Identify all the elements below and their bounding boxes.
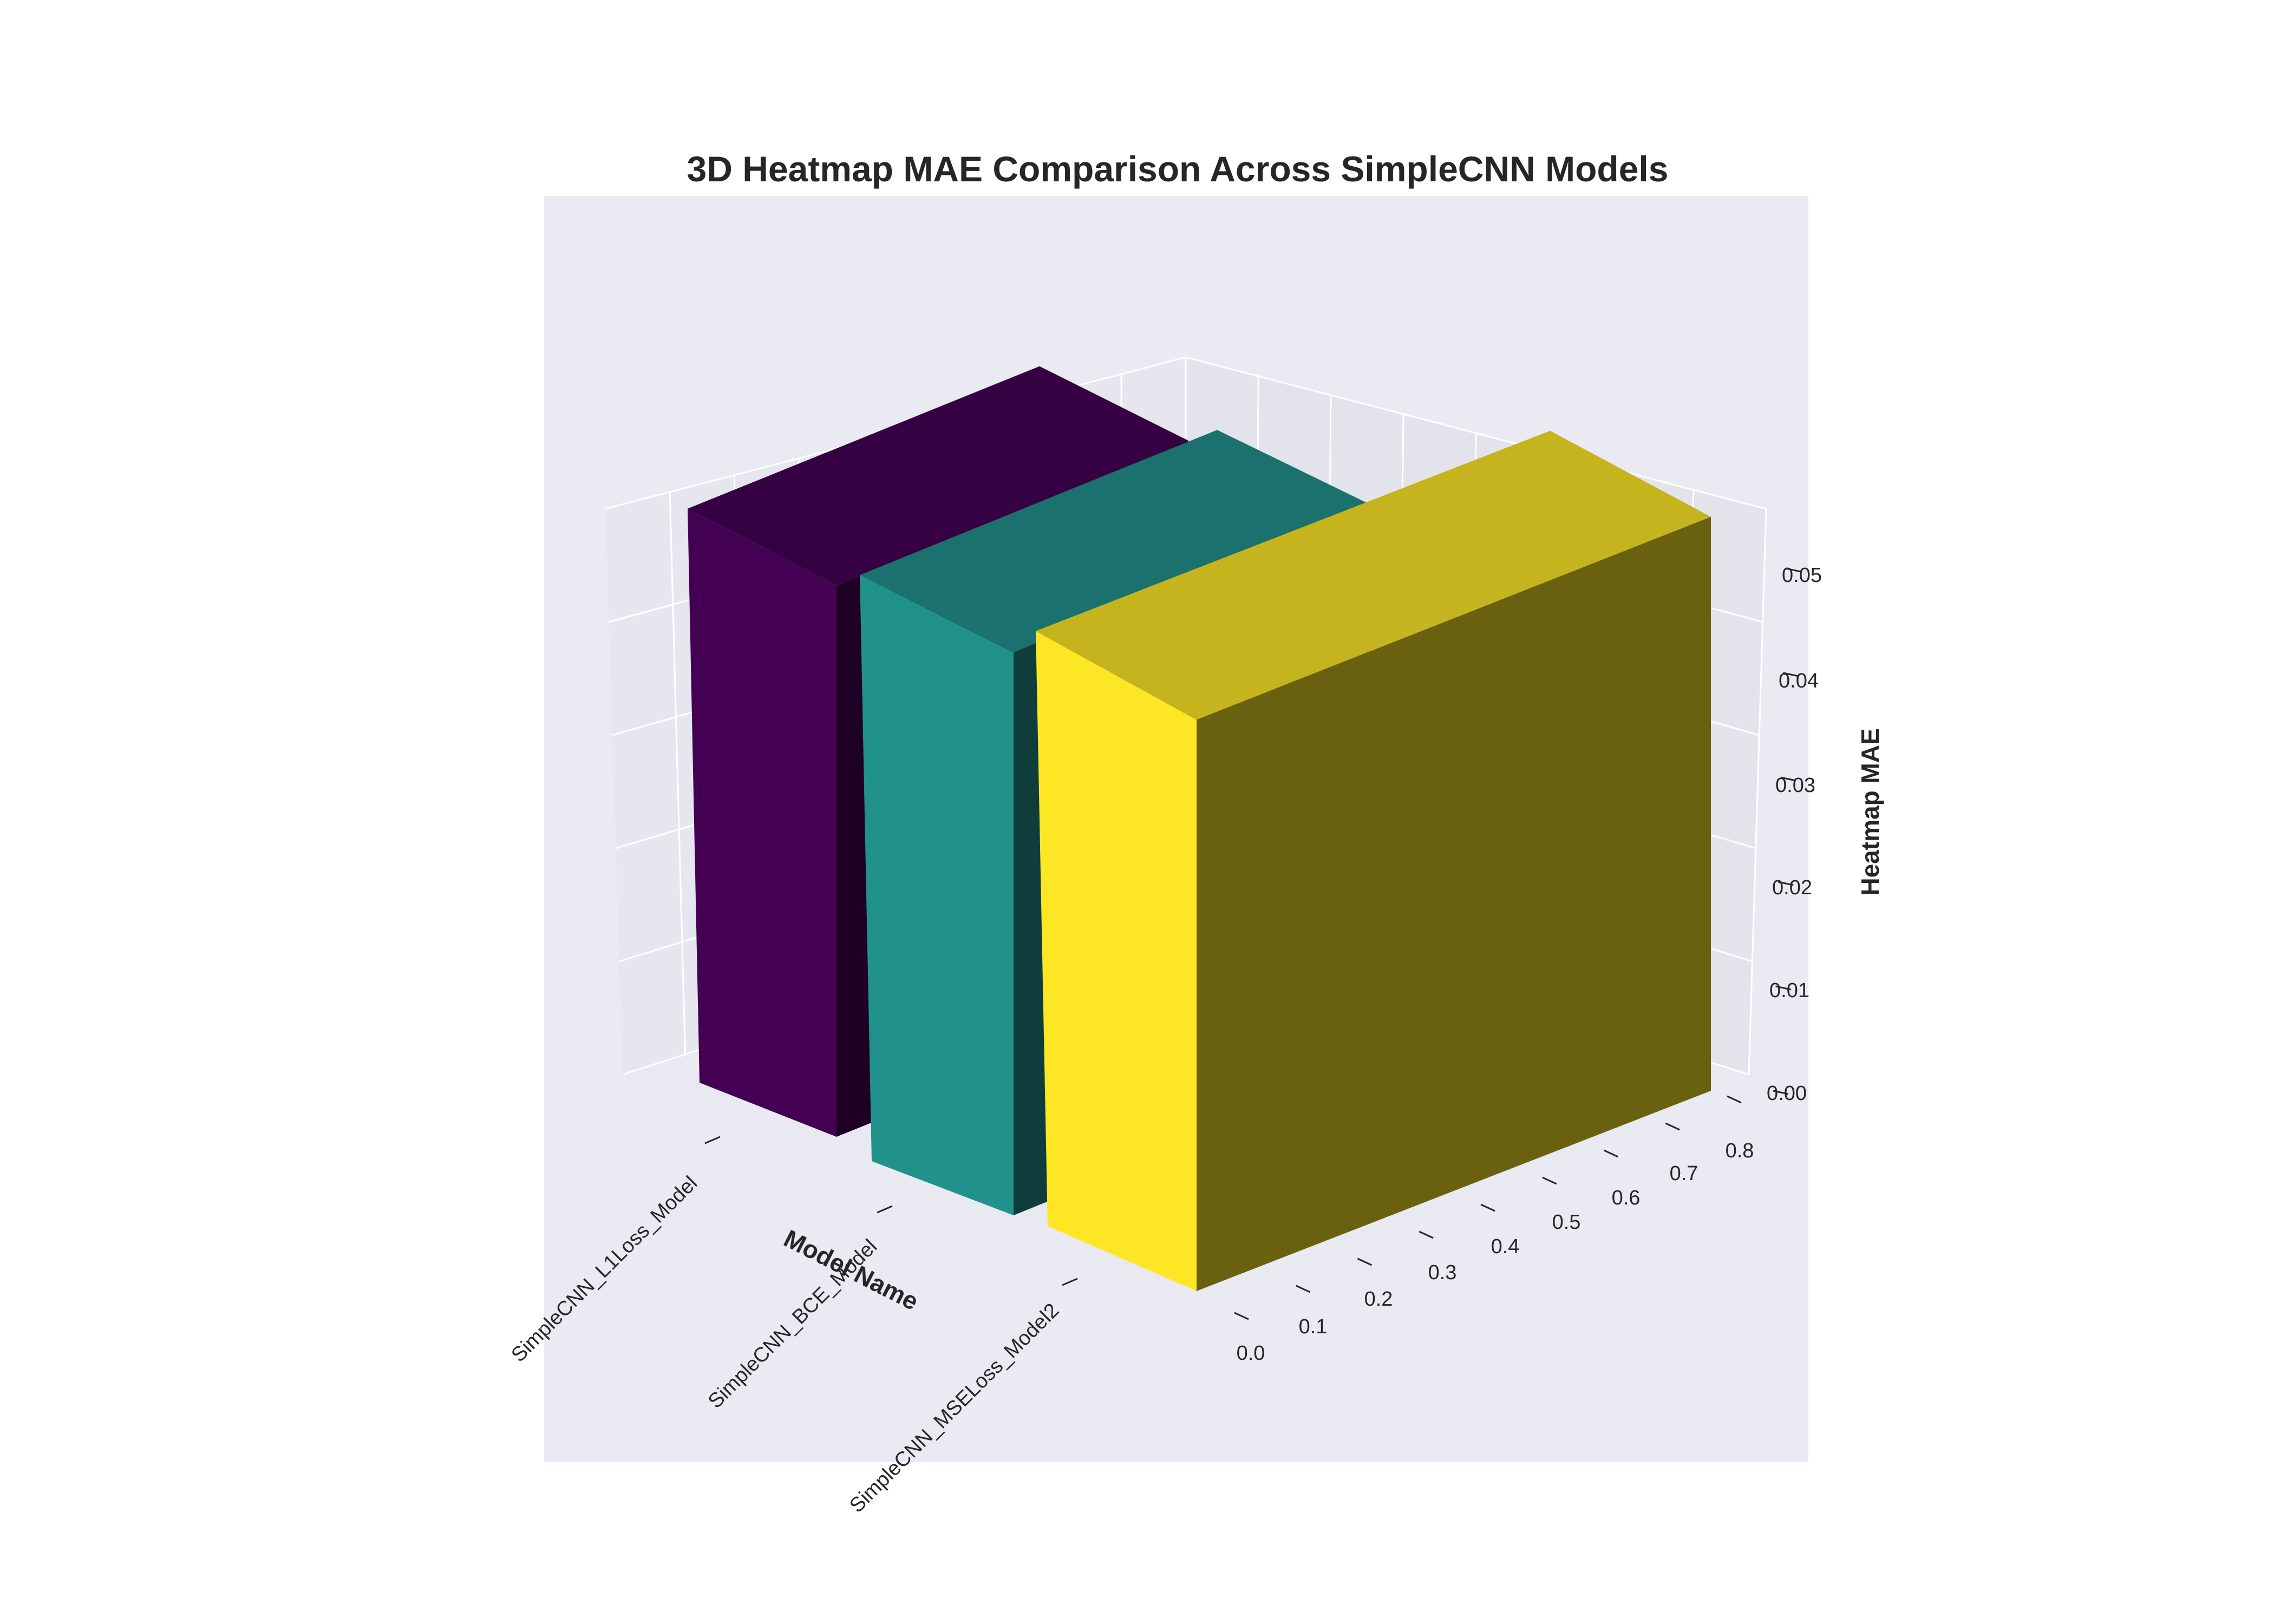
y-tick-label: 0.4 <box>1491 1235 1520 1258</box>
x-tick-mark <box>704 1136 721 1144</box>
y-tick-mark <box>1419 1230 1434 1239</box>
y-tick-mark <box>1296 1285 1311 1293</box>
y-tick-mark <box>1727 1095 1742 1104</box>
z-tick-label: 0.04 <box>1779 670 1819 692</box>
y-tick-label: 0.5 <box>1552 1211 1581 1234</box>
z-axis-label: Heatmap MAE <box>1856 728 1884 895</box>
bars <box>688 366 1711 1292</box>
y-tick-mark <box>1480 1203 1495 1212</box>
z-tick-mark <box>1783 672 1799 677</box>
y-tick-label: 0.2 <box>1364 1288 1393 1311</box>
z-tick-mark <box>1773 1090 1789 1095</box>
bar-side-face <box>1197 516 1711 1292</box>
z-tick-labels: 0.00 0.01 0.02 0.03 0.04 0.05 <box>1767 564 1822 1105</box>
bar-top-face <box>688 366 1188 586</box>
y-tick-mark <box>1603 1149 1619 1158</box>
y-tick-mark <box>1665 1122 1680 1131</box>
y-tick-label: 0.3 <box>1428 1261 1457 1284</box>
y-tick-label: 0.8 <box>1726 1140 1754 1162</box>
z-tick-mark <box>1780 776 1796 782</box>
bar-front-face <box>688 508 837 1137</box>
z-tick-mark <box>1778 881 1794 886</box>
chart-title: 3D Heatmap MAE Comparison Across SimpleC… <box>687 149 1669 189</box>
x-tick-mark <box>877 1205 893 1214</box>
z-tick-label: 0.03 <box>1775 774 1815 797</box>
x-tick-mark <box>1062 1278 1078 1286</box>
tick-marks <box>704 567 1801 1320</box>
y-tick-mark <box>1234 1312 1249 1320</box>
y-tick-label: 0.7 <box>1670 1162 1698 1185</box>
z-tick-label: 0.01 <box>1769 979 1809 1002</box>
y-tick-labels: 0.0 0.1 0.2 0.3 0.4 0.5 0.6 0.7 0.8 <box>1237 1140 1754 1365</box>
y-tick-label: 0.6 <box>1612 1187 1641 1209</box>
y-tick-mark <box>1542 1176 1557 1185</box>
z-tick-label: 0.00 <box>1767 1082 1807 1105</box>
bar-front-face <box>860 575 1014 1215</box>
z-tick-mark <box>1775 985 1791 991</box>
bar-top-face <box>1036 430 1711 720</box>
y-tick-label: 0.1 <box>1299 1315 1328 1338</box>
bar-front-face <box>1036 631 1197 1291</box>
y-grid-line <box>1748 508 1767 1075</box>
bar-top-face <box>860 430 1371 653</box>
x-grid-line <box>669 492 687 1055</box>
z-tick-label: 0.02 <box>1772 876 1812 899</box>
y-tick-label: 0.0 <box>1237 1342 1265 1365</box>
y-tick-mark <box>1357 1258 1373 1266</box>
z-tick-mark <box>1785 567 1801 573</box>
z-tick-label: 0.05 <box>1782 564 1822 587</box>
